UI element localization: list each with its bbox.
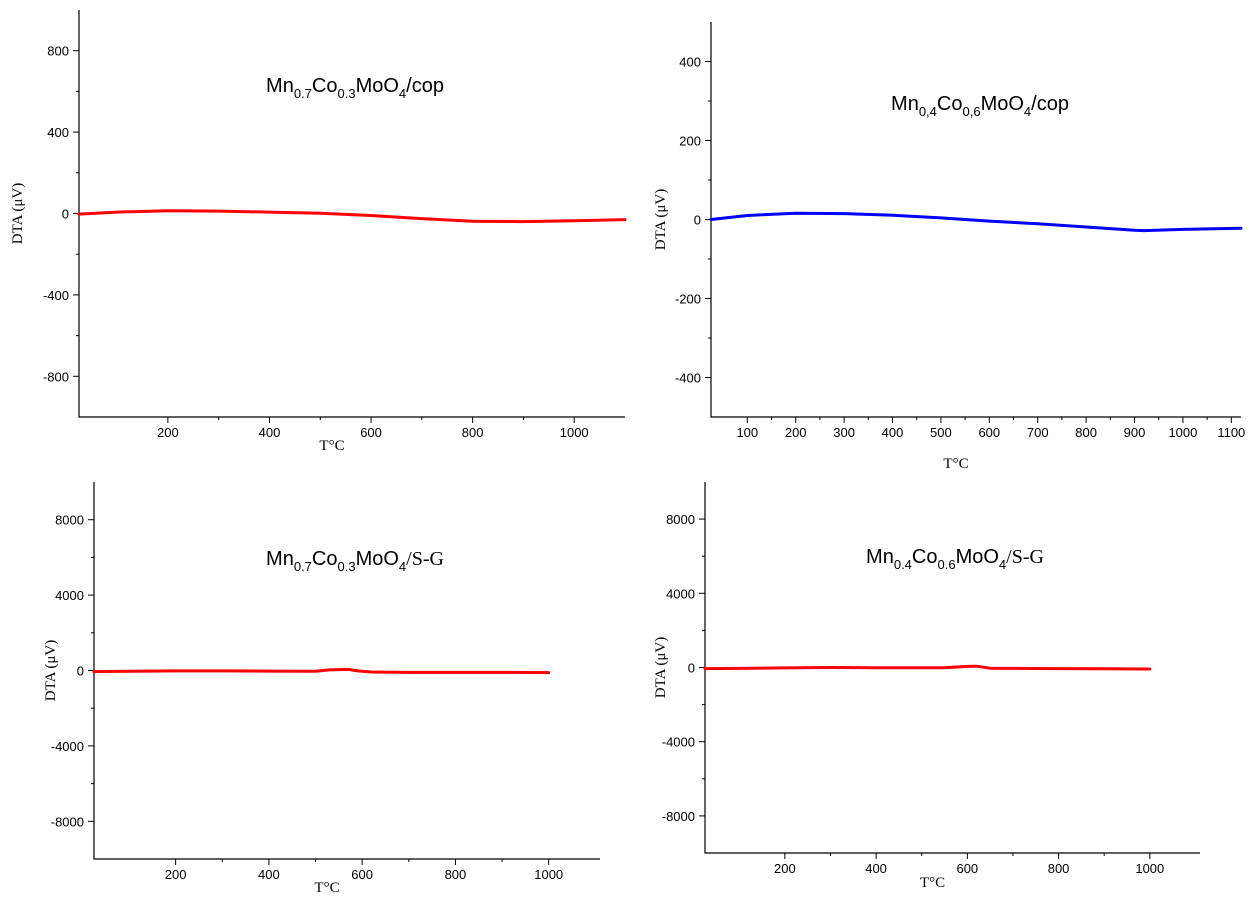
chart-3-y-tick-label: 4000 — [55, 588, 84, 603]
chart-3-x-axis-title: T°C — [314, 880, 339, 896]
chart-2-title-part: 4 — [1024, 104, 1031, 119]
chart-2-title-part: 0,6 — [962, 104, 980, 119]
chart-1-y-tick-label: 400 — [47, 125, 69, 140]
chart-1-y-axis-title: DTA (μV) — [10, 183, 26, 244]
chart-4-y-tick-label: 0 — [688, 661, 695, 676]
chart-3-title: Mn0.7Co0.3MoO4/S-G — [266, 548, 444, 574]
chart-2-x-tick-label: 700 — [1027, 425, 1049, 440]
chart-2-y-axis-title: DTA (μV) — [653, 189, 669, 250]
chart-3-x-tick-label: 800 — [445, 867, 467, 882]
chart-1-title-part: 0.7 — [294, 86, 312, 101]
chart-3-title-part: /S-G — [406, 548, 444, 570]
chart-3-series-line — [92, 667, 551, 675]
chart-2-x-tick-label: 200 — [785, 425, 807, 440]
chart-2-axes — [710, 22, 1241, 418]
chart-3-title-part: Mn — [266, 548, 294, 570]
chart-3-title-part: 0.7 — [294, 559, 312, 574]
chart-1-title-part: Mn — [266, 75, 294, 97]
chart-1-y-tick-label: -800 — [43, 369, 69, 384]
chart-4-y-axis-title: DTA (μV) — [653, 637, 669, 698]
chart-1-title-part: MoO — [356, 75, 399, 97]
chart-1-x-axis-title: T°C — [319, 438, 344, 454]
chart-2-title-part: MoO — [981, 93, 1024, 115]
chart-3-title-part: Co — [312, 548, 338, 570]
chart-2-title-part: Co — [937, 93, 963, 115]
chart-1-title-part: 4 — [399, 86, 406, 101]
chart-4-series-line — [703, 664, 1152, 671]
chart-2-title-part: Mn — [891, 93, 919, 115]
chart-3-y-tick-label: 0 — [77, 664, 84, 679]
chart-1-y-tick-label: -400 — [43, 288, 69, 303]
chart-4-x-tick-label: 200 — [774, 861, 796, 876]
chart-2-x-tick-label: 1100 — [1217, 425, 1245, 440]
chart-2-y-tick-label: 0 — [694, 213, 701, 228]
chart-3-title-part: 4 — [399, 559, 406, 574]
chart-4-title-part: 0.6 — [938, 557, 956, 572]
chart-4-title-part: 0.4 — [894, 557, 912, 572]
chart-2-x-tick-label: 500 — [930, 425, 952, 440]
chart-1-y-tick-label: 0 — [62, 207, 69, 222]
chart-4-x-tick-label: 400 — [865, 861, 887, 876]
chart-1-x-tick-label: 600 — [360, 425, 382, 440]
chart-1-x-tick-label: 400 — [259, 425, 281, 440]
chart-4-title-part: Co — [912, 546, 938, 568]
chart-2-x-tick-label: 900 — [1124, 425, 1146, 440]
chart-2-x-axis-title: T°C — [943, 456, 968, 472]
chart-4-x-axis-title: T°C — [920, 875, 945, 891]
chart-2-y-tick-label: -200 — [675, 292, 701, 307]
chart-4-y-tick-label: 4000 — [666, 586, 695, 601]
chart-4-x-tick-label: 800 — [1048, 861, 1070, 876]
chart-2-x-tick-label: 1000 — [1168, 425, 1197, 440]
chart-3-x-tick-label: 200 — [165, 867, 187, 882]
chart-3-y-tick-label: 8000 — [55, 513, 84, 528]
chart-4-title-part: /S-G — [1006, 546, 1044, 568]
chart-1-title-part: 0.3 — [337, 86, 355, 101]
chart-1-title-part: Co — [312, 75, 338, 97]
chart-1-x-tick-label: 1000 — [560, 425, 589, 440]
chart-2-x-tick-label: 100 — [736, 425, 758, 440]
chart-3-x-tick-label: 1000 — [534, 867, 563, 882]
chart-3-x-tick-label: 600 — [351, 867, 373, 882]
chart-4-y-tick-label: 8000 — [666, 512, 695, 527]
chart-2-y-tick-label: -400 — [675, 371, 701, 386]
chart-3-x-tick-label: 400 — [258, 867, 280, 882]
chart-4-title: Mn0.4Co0.6MoO4/S-G — [866, 546, 1044, 572]
chart-4-title-part: 4 — [999, 557, 1006, 572]
chart-3-y-tick-label: -4000 — [51, 739, 84, 754]
chart-2-title-part: 0,4 — [919, 104, 937, 119]
chart-4-x-tick-label: 1000 — [1135, 861, 1164, 876]
chart-1-axes — [78, 10, 625, 418]
chart-2-y-tick-label: 400 — [679, 55, 701, 70]
chart-4-axes — [704, 482, 1200, 854]
chart-4-title-part: Mn — [866, 546, 894, 568]
chart-4-y-tick-label: -4000 — [662, 735, 695, 750]
chart-1-y-tick-label: 800 — [47, 44, 69, 59]
chart-2-title: Mn0,4Co0,6MoO4/cop — [891, 93, 1069, 119]
chart-2-title-part: /cop — [1031, 93, 1069, 115]
chart-1-title: Mn0.7Co0.3MoO4/cop — [266, 75, 444, 101]
chart-3-title-part: MoO — [356, 548, 399, 570]
chart-1-series-line — [77, 209, 627, 224]
chart-1-x-tick-label: 800 — [462, 425, 484, 440]
chart-2-x-tick-label: 400 — [882, 425, 904, 440]
chart-2-series-line — [709, 211, 1243, 233]
chart-4-title-part: MoO — [956, 546, 999, 568]
chart-4-y-tick-label: -8000 — [662, 809, 695, 824]
chart-2-x-tick-label: 300 — [833, 425, 855, 440]
chart-2-x-tick-label: 800 — [1075, 425, 1097, 440]
chart-3-axes — [93, 482, 600, 860]
chart-1-x-tick-label: 200 — [157, 425, 179, 440]
chart-1-title-part: /cop — [406, 75, 444, 97]
chart-3-y-tick-label: -8000 — [51, 814, 84, 829]
chart-3-y-axis-title: DTA (μV) — [43, 640, 59, 701]
chart-3-title-part: 0.3 — [338, 559, 356, 574]
chart-2-x-tick-label: 600 — [978, 425, 1000, 440]
chart-2-y-tick-label: 200 — [679, 134, 701, 149]
chart-4-x-tick-label: 600 — [956, 861, 978, 876]
